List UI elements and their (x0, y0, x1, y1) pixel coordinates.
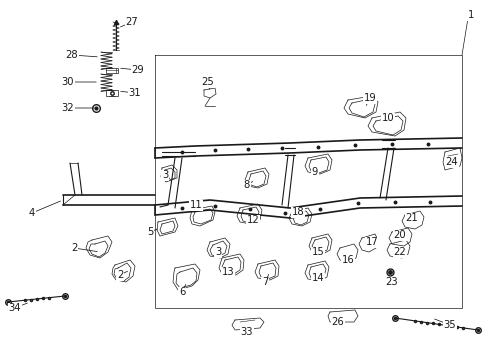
Text: 21: 21 (405, 213, 418, 223)
Text: 35: 35 (443, 320, 455, 330)
Text: 4: 4 (29, 208, 35, 218)
Text: 2: 2 (71, 243, 77, 253)
Text: 15: 15 (311, 247, 324, 257)
Text: 1: 1 (467, 10, 473, 20)
Text: 33: 33 (240, 327, 253, 337)
Text: 34: 34 (9, 303, 21, 313)
Text: 3: 3 (214, 247, 221, 257)
Text: 19: 19 (363, 93, 376, 103)
Text: 6: 6 (179, 287, 185, 297)
Text: 28: 28 (65, 50, 78, 60)
Text: 26: 26 (331, 317, 344, 327)
Text: 29: 29 (131, 65, 144, 75)
Text: 17: 17 (365, 237, 378, 247)
Text: 2: 2 (117, 270, 123, 280)
Text: 12: 12 (246, 215, 259, 225)
Text: 5: 5 (147, 227, 153, 237)
Text: 16: 16 (341, 255, 354, 265)
Text: 7: 7 (261, 277, 268, 287)
Text: 27: 27 (125, 17, 138, 27)
Text: 3: 3 (162, 170, 168, 180)
Text: 10: 10 (381, 113, 393, 123)
Text: 18: 18 (291, 207, 303, 217)
Text: 8: 8 (243, 180, 250, 190)
Text: 24: 24 (445, 157, 457, 167)
Text: 25: 25 (201, 77, 214, 87)
Text: 14: 14 (311, 273, 324, 283)
Text: 30: 30 (61, 77, 74, 87)
Text: 20: 20 (393, 230, 406, 240)
Text: 31: 31 (128, 88, 141, 98)
Text: 9: 9 (311, 167, 318, 177)
Text: 11: 11 (189, 200, 202, 210)
Text: 22: 22 (393, 247, 406, 257)
Text: 13: 13 (221, 267, 234, 277)
Text: 23: 23 (385, 277, 397, 287)
Text: 32: 32 (61, 103, 74, 113)
